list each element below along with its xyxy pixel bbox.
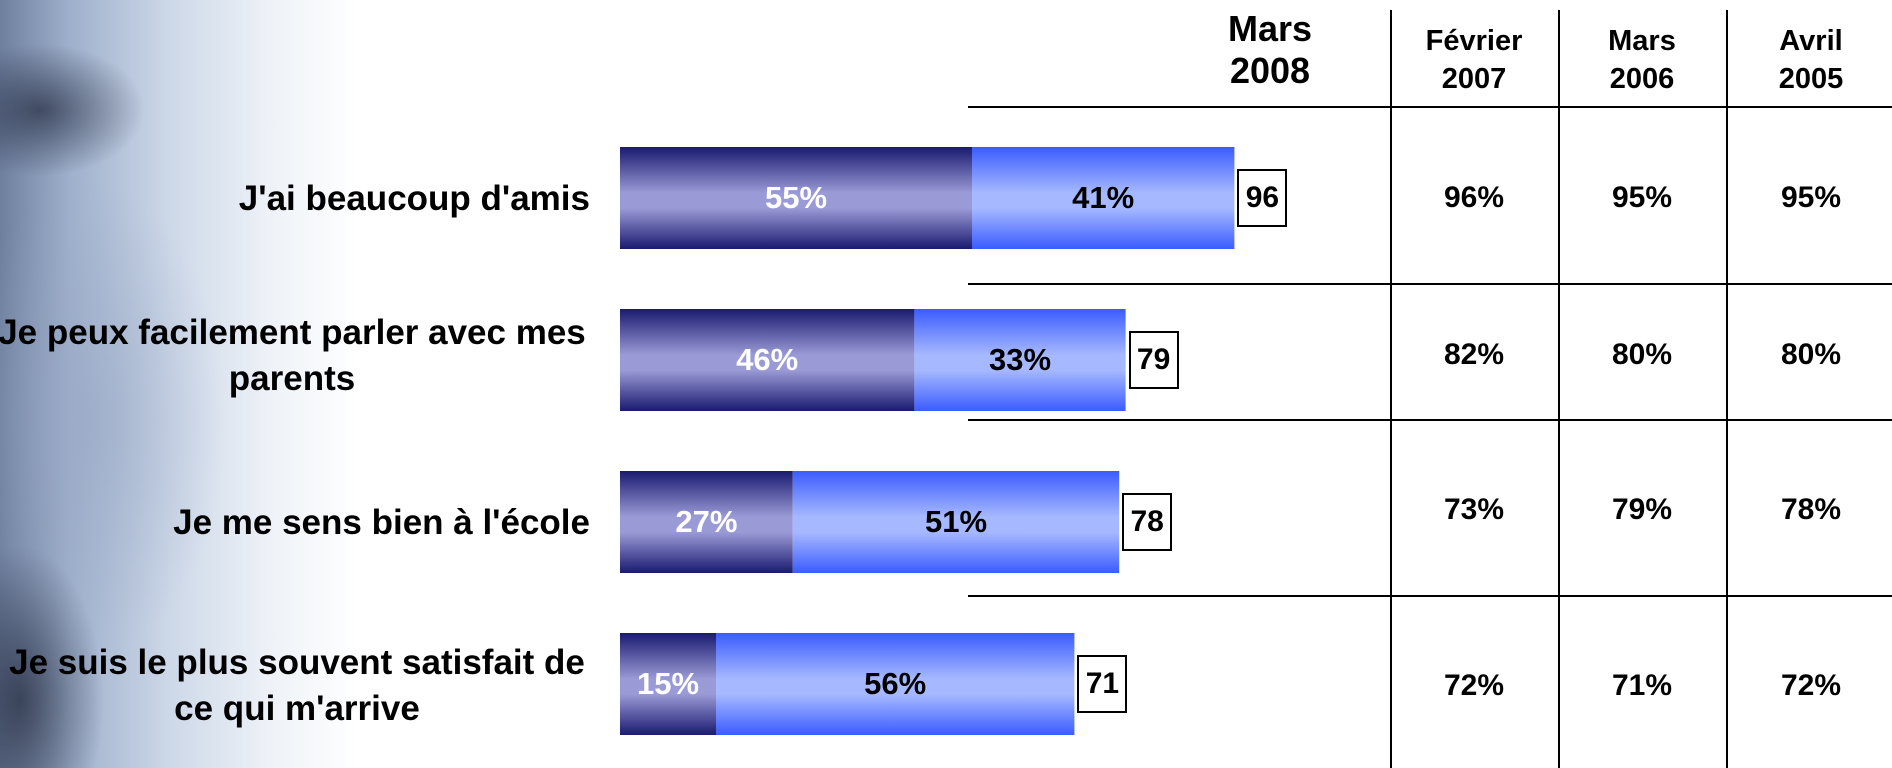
table-column-line-1	[1390, 10, 1392, 768]
header-avril-2005: Avril 2005	[1731, 22, 1891, 98]
table-divider-4	[968, 595, 1892, 597]
header-avril-2005-line1: Avril	[1779, 25, 1843, 57]
bar-segment-r2-s1	[620, 309, 915, 411]
bar-label-r1-s1: 55%	[764, 180, 828, 215]
bar-label-r3-s2: 51%	[924, 504, 988, 539]
header-mars-2008-line2: 2008	[1229, 50, 1311, 91]
header-mars-2006: Mars 2006	[1562, 22, 1722, 98]
bar-label-r2-s2: 33%	[988, 342, 1052, 377]
cell-r1-avril-2005: 95%	[1780, 181, 1842, 214]
header-avril-2005-line2: 2005	[1778, 63, 1844, 95]
category-label-1: J'ai beaucoup d'amis	[238, 179, 590, 218]
cell-r1-fevrier-2007: 96%	[1443, 181, 1505, 214]
cell-r2-avril-2005: 80%	[1780, 338, 1842, 371]
header-mars-2008: Mars 2008	[1190, 8, 1350, 92]
bar-segment-r1-s2	[972, 147, 1235, 249]
header-mars-2008-line1: Mars	[1227, 8, 1313, 49]
bar-segment-r3-s2	[792, 471, 1120, 573]
header-fevrier-2007-line1: Février	[1425, 25, 1523, 57]
face-background-image	[0, 0, 360, 768]
category-label-4: Je suis le plus souvent satisfait de ce …	[9, 643, 585, 728]
bar-segment-r3-s1	[620, 471, 793, 573]
table-column-line-2	[1558, 10, 1560, 768]
bar-segment-r2-s2	[914, 309, 1126, 411]
cell-r2-fevrier-2007: 82%	[1443, 338, 1505, 371]
table-divider-1	[968, 106, 1892, 108]
cell-r4-fevrier-2007: 72%	[1443, 669, 1505, 702]
header-fevrier-2007: Février 2007	[1394, 22, 1554, 98]
cell-r3-avril-2005: 78%	[1780, 493, 1842, 526]
bar-label-r3-s1: 27%	[675, 504, 738, 539]
total-box-r4: 71	[1077, 655, 1128, 713]
cell-r1-mars-2006: 95%	[1611, 181, 1673, 214]
header-mars-2006-line2: 2006	[1609, 63, 1675, 95]
category-label-2: Je peux facilement parler avec mes paren…	[0, 313, 586, 398]
cell-r3-mars-2006: 79%	[1611, 493, 1673, 526]
cell-r3-fevrier-2007: 73%	[1443, 493, 1505, 526]
cell-r4-mars-2006: 71%	[1611, 669, 1673, 702]
bar-segment-r1-s1	[620, 147, 972, 249]
table-column-line-3	[1726, 10, 1728, 768]
bar-segment-r4-s2	[716, 633, 1075, 735]
total-box-r1: 96	[1237, 169, 1288, 227]
table-divider-3	[968, 419, 1892, 421]
cell-r2-mars-2006: 80%	[1611, 338, 1673, 371]
total-box-r2: 79	[1128, 331, 1179, 389]
bar-label-r2-s1: 46%	[736, 342, 799, 377]
total-box-r3: 78	[1122, 493, 1173, 551]
bar-label-r4-s1: 15%	[636, 666, 700, 701]
table-divider-2	[968, 283, 1892, 285]
header-mars-2006-line1: Mars	[1608, 25, 1676, 57]
header-fevrier-2007-line2: 2007	[1441, 63, 1507, 95]
bar-label-r4-s2: 56%	[864, 666, 927, 701]
bar-segment-r4-s1	[620, 633, 716, 735]
bar-label-r1-s2: 41%	[1072, 180, 1135, 215]
category-label-3: Je me sens bien à l'école	[173, 503, 590, 542]
cell-r4-avril-2005: 72%	[1780, 669, 1842, 702]
